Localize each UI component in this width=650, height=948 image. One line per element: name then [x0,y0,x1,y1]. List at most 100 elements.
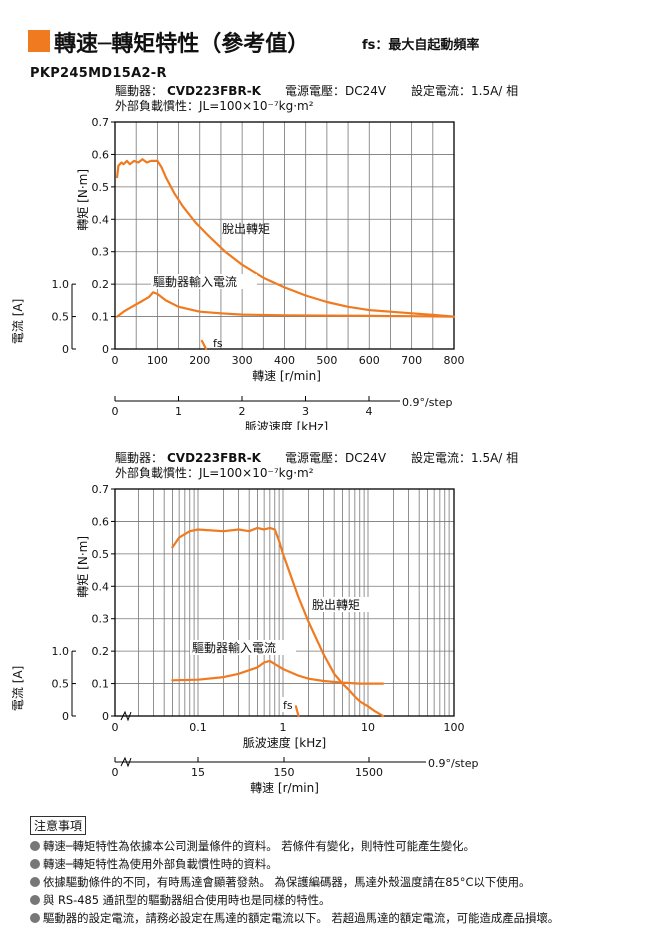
y-tick-label: 0.4 [92,213,110,226]
secondary-tick-label: 150 [274,766,295,779]
secondary-axis-label: 轉速 [r/min] [250,781,319,795]
note-text: 依據驅動條件的不同，有時馬達會顯著發熱。 為保護編碼器，馬達外殼溫度請在85°C… [43,875,531,889]
current-setting: 設定電流：1.5A/ 相 [411,83,518,98]
y-tick-label: 0.1 [92,311,110,324]
note-text: 轉速─轉矩特性為使用外部負載慣性時的資料。 [43,857,278,871]
driver-model: CVD223FBR-K [167,451,262,465]
y-tick-label: 0.6 [92,515,110,528]
plot-frame [114,121,455,350]
bullet-icon [30,895,40,905]
series-label: 脫出轉矩 [222,221,270,236]
series-label-bg [310,597,372,612]
y-tick-label: 0.6 [92,148,110,161]
current-axis-label: 電流 [A] [11,666,25,711]
x-tick-label: 1 [280,721,287,734]
note-text: 轉速─轉矩特性為依據本公司測量條件的資料。 若條件有變化，則特性可能產生變化。 [43,839,475,853]
plot-frame [114,488,455,717]
secondary-tick-label: 15 [191,766,205,779]
secondary-axis-label: 脈波速度 [kHz] [245,419,328,430]
y-tick-label: 0.4 [92,580,110,593]
series-label: 驅動器輸入電流 [192,640,276,655]
x-tick-label: 0 [112,721,119,734]
driver-label: 驅動器： [115,84,163,98]
secondary-tick-label: 2 [239,405,246,418]
axis-break-icon [120,756,132,768]
grid [115,489,454,716]
y-axis-label: 轉矩 [N·m] [76,536,90,598]
x-tick-label: 100 [444,721,465,734]
secondary-tick-label: 0 [112,766,119,779]
x-tick-label: 700 [401,354,422,367]
y-tick-label: 0.5 [92,181,110,194]
y-tick-label: 0.1 [92,678,110,691]
x-tick-label: 300 [232,354,253,367]
note-text: 與 RS-485 通訊型的驅動器組合使用時也是同樣的特性。 [43,893,331,907]
series-line-1 [171,659,385,685]
y-tick-label: 0.3 [92,613,110,626]
current-tick-label: 1.0 [52,645,70,658]
bullet-icon [30,913,40,923]
fs-note: fs：最大自起動頻率 [362,38,480,53]
x-tick-label: 0.1 [189,721,207,734]
series-line-0 [171,526,385,718]
step-angle-label: 0.9°/step [402,396,453,409]
current-tick-label: 0.5 [52,678,70,691]
chart-linear: 驅動器： CVD223FBR-K 電源電壓：DC24V 設定電流：1.5A/ 相外部負… [11,83,518,430]
secondary-tick-label: 3 [302,405,309,418]
supply-voltage: 電源電壓：DC24V [285,84,387,98]
y-tick-label: 0.2 [92,278,110,291]
bullet-icon [30,841,40,851]
y-tick-label: 0.7 [92,483,110,496]
secondary-tick-label: 1 [175,405,182,418]
series-label-bg [151,274,257,289]
notes-section: 注意事項 轉速─轉矩特性為依據本公司測量條件的資料。 若條件有變化，則特性可能產… [30,816,640,927]
x-tick-label: 100 [147,354,168,367]
series-line-2 [294,705,300,718]
series-label-bg [190,640,296,655]
load-inertia: 外部負載慣性：JL=100×10⁻⁷kg·m² [115,465,314,480]
page-header: 轉速─轉矩特性（參考值） fs：最大自起動頻率 [28,26,638,60]
note-item: 與 RS-485 通訊型的驅動器組合使用時也是同樣的特性。 [30,891,640,909]
note-item: 轉速─轉矩特性為依據本公司測量條件的資料。 若條件有變化，則特性可能產生變化。 [30,837,640,855]
current-tick-label: 0.5 [52,311,70,324]
model-name: PKP245MD15A2-R [30,66,167,81]
secondary-tick-label: 4 [366,405,373,418]
current-tick-label: 0 [62,710,69,723]
bullet-icon [30,877,40,887]
grid [115,122,454,349]
current-tick-label: 0 [62,343,69,356]
x-tick-label: 10 [361,721,375,734]
current-axis-label: 電流 [A] [11,299,25,344]
bullet-icon [30,859,40,869]
series-label: fs [213,337,223,350]
note-item: 依據驅動條件的不同，有時馬達會顯著發熱。 為保護編碼器，馬達外殼溫度請在85°C… [30,873,640,891]
y-axis-label: 轉矩 [N·m] [76,169,90,231]
x-tick-label: 200 [189,354,210,367]
series-label-bg [281,697,295,712]
driver-label: 驅動器： [115,451,163,465]
y-tick-label: 0.5 [92,548,110,561]
series-label: 脫出轉矩 [312,597,360,612]
series-line-0 [115,158,456,318]
axis-break-icon [120,710,132,722]
notes-list: 轉速─轉矩特性為依據本公司測量條件的資料。 若條件有變化，則特性可能產生變化。轉… [30,837,640,927]
x-axis-label: 轉速 [r/min] [252,369,321,383]
x-axis-label: 脈波速度 [kHz] [243,735,326,750]
series-line-2 [200,339,208,351]
y-tick-label: 0.7 [92,116,110,129]
x-tick-label: 600 [359,354,380,367]
load-inertia: 外部負載慣性：JL=100×10⁻⁷kg·m² [115,98,314,113]
y-tick-label: 0 [102,343,109,356]
x-tick-label: 800 [444,354,465,367]
chart-log: 驅動器： CVD223FBR-K 電源電壓：DC24V 設定電流：1.5A/ 相外部負… [11,450,518,795]
y-tick-label: 0.2 [92,645,110,658]
secondary-tick-label: 0 [112,405,119,418]
page-title: 轉速─轉矩特性（參考值） [54,32,310,57]
current-tick-label: 1.0 [52,278,70,291]
note-item: 驅動器的設定電流，請務必設定在馬達的額定電流以下。 若超過馬達的額定電流，可能造… [30,909,640,927]
series-label: fs [283,699,293,712]
series-label: 驅動器輸入電流 [153,274,237,289]
notes-header: 注意事項 [30,816,87,835]
note-text: 驅動器的設定電流，請務必設定在馬達的額定電流以下。 若超過馬達的額定電流，可能造… [43,911,560,925]
supply-voltage: 電源電壓：DC24V [285,451,387,465]
